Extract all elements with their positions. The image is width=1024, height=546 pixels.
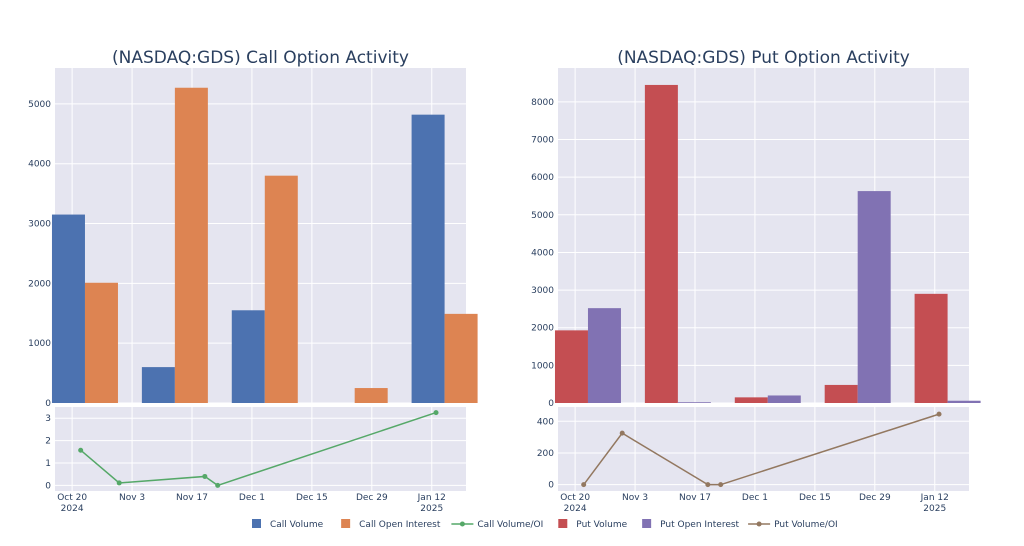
put-x-tick-label: Nov 3 bbox=[622, 493, 648, 503]
put-chart-title: (NASDAQ:GDS) Put Option Activity bbox=[617, 48, 910, 68]
legend-label: Call Volume bbox=[270, 520, 324, 530]
call-ratio-point bbox=[433, 410, 439, 416]
legend-item: Call Volume/OI bbox=[451, 520, 543, 530]
put-ratio-y-tick: 0 bbox=[548, 481, 554, 491]
put-ratio-point bbox=[705, 482, 711, 488]
call-bar-y-tick: 1000 bbox=[28, 339, 51, 349]
call-x-tick-year: 2024 bbox=[61, 504, 84, 514]
call-x-tick-label: Nov 17 bbox=[176, 493, 208, 503]
put-bar-open-interest bbox=[767, 395, 801, 403]
put-bar-y-tick: 3000 bbox=[531, 286, 554, 296]
put-bar-open-interest bbox=[857, 191, 891, 403]
call-bar-y-tick: 3000 bbox=[28, 220, 51, 230]
call-bar-open-interest bbox=[264, 175, 298, 403]
call-bar-open-interest bbox=[444, 313, 478, 403]
legend-item: Call Open Interest bbox=[341, 519, 441, 530]
put-ratio-point bbox=[581, 482, 587, 488]
legend-label: Call Open Interest bbox=[359, 520, 441, 530]
call-ratio-y-tick: 3 bbox=[45, 414, 51, 424]
call-ratio-point bbox=[215, 482, 221, 488]
put-bar-volume bbox=[554, 330, 588, 403]
call-bar-y-tick: 0 bbox=[45, 399, 51, 409]
call-x-tick-label: Nov 3 bbox=[119, 493, 145, 503]
legend-swatch bbox=[558, 519, 568, 528]
put-ratio-plot-area bbox=[558, 407, 969, 491]
legend-label: Put Volume/OI bbox=[774, 520, 838, 530]
legend-swatch bbox=[642, 519, 652, 528]
put-bar-volume bbox=[914, 293, 948, 403]
call-x-tick-label: Dec 15 bbox=[296, 493, 328, 503]
put-bar-y-tick: 0 bbox=[548, 399, 554, 409]
call-panel: (NASDAQ:GDS) Call Option Activity0100020… bbox=[28, 48, 478, 514]
put-bar-open-interest bbox=[677, 402, 711, 403]
put-panel: (NASDAQ:GDS) Put Option Activity 0 1000 200… bbox=[531, 48, 981, 514]
put-x-tick-label: Dec 15 bbox=[799, 493, 831, 503]
call-x-tick-year: 2025 bbox=[420, 504, 443, 514]
put-bar-y-tick: 6000 bbox=[531, 173, 554, 183]
call-bar-volume bbox=[231, 310, 265, 403]
call-ratio-point bbox=[78, 447, 84, 453]
call-x-tick-label: Jan 12 bbox=[417, 493, 446, 503]
put-ratio-point bbox=[936, 411, 942, 417]
call-x-tick-label: Dec 29 bbox=[356, 493, 388, 503]
put-x-tick-label: Oct 20 bbox=[560, 493, 590, 503]
put-bar-y-tick: 4000 bbox=[531, 248, 554, 258]
put-x-tick-label: Jan 12 bbox=[920, 493, 949, 503]
call-bar-volume bbox=[51, 214, 85, 403]
call-chart-title: (NASDAQ:GDS) Call Option Activity bbox=[112, 48, 409, 68]
call-ratio-y-tick: 0 bbox=[45, 481, 51, 491]
call-x-tick-label: Oct 20 bbox=[57, 493, 87, 503]
legend-item: Put Open Interest bbox=[642, 519, 740, 530]
call-bar-y-tick: 4000 bbox=[28, 160, 51, 170]
put-bar-open-interest bbox=[587, 308, 621, 403]
call-bar-open-interest bbox=[84, 282, 118, 403]
put-bar-y-tick: 7000 bbox=[531, 136, 554, 146]
legend: Call Volume Call Open Interest Call Volume… bbox=[252, 519, 838, 530]
call-ratio-point bbox=[202, 473, 208, 479]
put-bar-volume bbox=[644, 84, 678, 403]
put-ratio-point bbox=[718, 482, 724, 488]
put-x-tick-label: Dec 29 bbox=[859, 493, 891, 503]
call-bar-volume bbox=[141, 367, 175, 403]
put-bar-y-tick: 5000 bbox=[531, 211, 554, 221]
legend-label: Put Volume bbox=[576, 520, 627, 530]
legend-item: Call Volume bbox=[252, 519, 324, 530]
put-x-tick-label: Nov 17 bbox=[679, 493, 711, 503]
legend-label: Call Volume/OI bbox=[477, 520, 543, 530]
put-ratio-point bbox=[619, 430, 625, 436]
call-bar-volume bbox=[411, 114, 445, 404]
put-bar-y-tick: 1000 bbox=[531, 361, 554, 371]
call-bar-open-interest bbox=[174, 87, 208, 403]
put-ratio-y-tick: 400 bbox=[537, 417, 554, 427]
call-x-tick-label: Dec 1 bbox=[239, 493, 265, 503]
put-x-tick-year: 2024 bbox=[564, 504, 587, 514]
legend-item: Put Volume/OI bbox=[748, 520, 838, 530]
legend-label: Put Open Interest bbox=[660, 520, 739, 530]
put-bar-y-tick: 2000 bbox=[531, 324, 554, 334]
put-x-tick-label: Dec 1 bbox=[742, 493, 768, 503]
legend-swatch bbox=[341, 519, 351, 528]
call-ratio-point bbox=[116, 480, 122, 486]
put-bar-volume bbox=[824, 384, 858, 403]
put-bar-y-tick: 8000 bbox=[531, 98, 554, 108]
call-bar-open-interest bbox=[354, 388, 388, 403]
legend-line-marker bbox=[459, 521, 465, 527]
call-ratio-y-tick: 1 bbox=[45, 459, 51, 469]
legend-item: Put Volume bbox=[558, 519, 628, 530]
put-x-tick-year: 2025 bbox=[923, 504, 946, 514]
call-ratio-y-tick: 2 bbox=[45, 437, 51, 447]
put-bar-volume bbox=[734, 397, 768, 403]
put-bar-open-interest bbox=[947, 400, 981, 403]
call-ratio-plot-area bbox=[55, 407, 466, 491]
put-bar-plot-area bbox=[558, 68, 969, 403]
call-bar-y-tick: 5000 bbox=[28, 100, 51, 110]
put-ratio-y-tick: 200 bbox=[537, 449, 554, 459]
legend-line-marker bbox=[756, 521, 762, 527]
call-bar-y-tick: 2000 bbox=[28, 279, 51, 289]
legend-swatch bbox=[252, 519, 261, 528]
